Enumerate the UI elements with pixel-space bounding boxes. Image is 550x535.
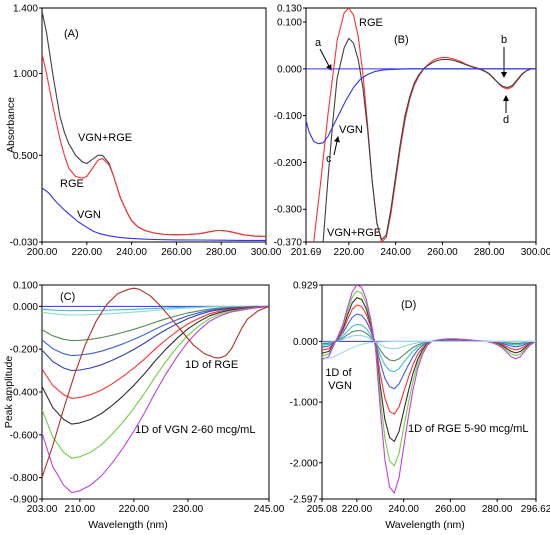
panel-a-y-tick-label: 0.500 — [13, 151, 38, 162]
panel-d-series-1d-of-vgn — [322, 340, 536, 359]
panel-a-plot-frame — [41, 7, 267, 243]
panel-c: (C) Peak amplitude Wavelength (nm) 1D of… — [3, 281, 285, 532]
panel-a-y-axis-title: Absorbance — [5, 97, 17, 153]
panel-d-y-tick-label: -2.000 — [290, 458, 319, 469]
panel-c-series-line-2 — [42, 305, 269, 316]
panel-d-x-tick-label: 260.00 — [435, 504, 466, 515]
panel-a-x-tick-label: 220.00 — [72, 247, 103, 258]
panel-b-marker-b: b — [501, 34, 507, 46]
panel-a-x-tick-label: 300.00 — [251, 247, 282, 258]
panel-c-series-line-6 — [42, 305, 269, 399]
panel-b-annotation-vgn-rge: VGN+RGE — [327, 227, 381, 239]
panel-b-marker-c: c — [326, 153, 332, 165]
panel-d-x-tick-label: 280.00 — [482, 504, 513, 515]
panel-d-plot-frame — [321, 284, 537, 500]
panel-c-y-tick-label: -0.600 — [10, 430, 39, 441]
panel-d-series-group — [322, 285, 536, 494]
panel-b: (B) RGE VGN VGN+RGE a b c d 201.69 220.00… — [274, 4, 550, 259]
panel-a-annotation-vgn-rge: VGN+RGE — [78, 132, 132, 144]
panel-b-x-tick-label: 201.69 — [291, 247, 322, 258]
panel-d-x-tick-label: 296.62 — [521, 504, 550, 515]
panel-c-series-line-9 — [42, 305, 269, 494]
panel-a-y-tick-label: -0.030 — [10, 238, 39, 249]
panel-a-series-group — [42, 11, 266, 241]
panel-b-x-tick-label: 240.00 — [380, 247, 411, 258]
panel-c-x-tick-label: 220.00 — [119, 504, 150, 515]
panel-a-label: (A) — [64, 28, 79, 40]
panel-b-y-tick-label: 0.000 — [277, 64, 302, 75]
panel-b-arrow-a — [319, 48, 332, 71]
panel-b-series-vgn-rge — [322, 37, 536, 242]
panel-b-y-tick-label: -0.370 — [274, 238, 303, 249]
panel-c-series-line-7 — [42, 305, 269, 425]
panel-d-label: (D) — [401, 299, 416, 311]
panel-b-y-tick-label: 0.100 — [277, 18, 302, 29]
panel-c-x-tick-label: 245.00 — [254, 504, 285, 515]
panel-b-marker-d: d — [503, 114, 509, 126]
panel-b-y-tick-label: 0.130 — [277, 4, 302, 15]
panel-a: (A) Absorbance VGN+RGE RGE VGN 200.00 220… — [5, 4, 282, 259]
panel-d-x-tick-label: 240.00 — [388, 504, 419, 515]
panel-a-annotation-vgn: VGN — [77, 209, 101, 221]
panel-b-x-tick-label: 220.00 — [334, 247, 365, 258]
panel-c-series-line-3 — [42, 305, 269, 342]
panel-b-marker-a: a — [315, 37, 322, 49]
panel-c-y-tick-label: -0.200 — [10, 345, 39, 356]
panel-b-x-tick-label: 280.00 — [474, 247, 505, 258]
panel-b-annotation-vgn: VGN — [339, 124, 363, 136]
panel-b-plot-frame — [305, 7, 537, 243]
panel-a-series-vgn-rge — [42, 11, 266, 238]
panel-a-y-tick-label: 1.400 — [13, 4, 38, 15]
panel-b-y-tick-label: -0.200 — [274, 158, 303, 169]
panel-d-series-line-8 — [322, 285, 536, 494]
panel-c-x-axis-title: Wavelength (nm) — [88, 519, 168, 531]
panel-c-y-tick-label: -0.400 — [10, 388, 39, 399]
panel-c-y-tick-label: -0.900 — [10, 495, 39, 506]
panel-b-label: (B) — [394, 34, 409, 46]
panel-a-series-rge — [42, 53, 266, 238]
panel-d-y-tick-label: -2.597 — [290, 495, 319, 506]
panel-d-y-tick-label: 0.000 — [293, 337, 318, 348]
panel-d-x-axis-title: Wavelength (nm) — [385, 519, 465, 531]
panel-b-y-tick-label: -0.300 — [274, 205, 303, 216]
panel-d-y-tick-label: -1.000 — [290, 398, 319, 409]
panel-a-x-tick-label: 200.00 — [27, 247, 58, 258]
panel-c-x-tick-label: 210.00 — [65, 504, 96, 515]
panel-a-x-tick-label: 240.00 — [116, 247, 147, 258]
panel-b-y-tick-label: -0.100 — [274, 111, 303, 122]
panel-a-annotation-rge: RGE — [60, 178, 84, 190]
panel-c-series-1d-of-rge — [42, 287, 269, 478]
panel-b-x-tick-label: 300.00 — [521, 247, 550, 258]
panel-c-y-tick-label: -0.800 — [10, 473, 39, 484]
panel-d-y-tick-label: 0.929 — [293, 281, 318, 292]
panel-b-arrow-c — [333, 136, 340, 156]
panel-a-x-tick-label: 260.00 — [161, 247, 192, 258]
panel-c-y-tick-label: 0.100 — [13, 281, 38, 292]
panel-a-y-tick-label: 1.000 — [13, 69, 38, 80]
panel-c-x-tick-label: 230.00 — [173, 504, 204, 515]
panel-d-x-tick-label: 220.00 — [342, 504, 373, 515]
panel-b-series-vgn — [306, 68, 536, 145]
panel-c-series-line-8 — [42, 305, 269, 459]
panel-c-x-tick-label: 203.00 — [27, 504, 58, 515]
panel-c-series-group — [42, 287, 269, 494]
panel-b-annotation-rge: RGE — [359, 17, 383, 29]
panel-d-annotation-1d-rge: 1D of RGE 5-90 mcg/mL — [408, 423, 528, 435]
panel-c-annotation-1d-rge: 1D of RGE — [185, 359, 238, 371]
panel-b-x-tick-label: 260.00 — [427, 247, 458, 258]
panel-a-series-vgn — [42, 187, 266, 241]
panel-d-annotation-1d-vgn: 1D of VGN — [325, 367, 354, 392]
panel-b-series-group — [306, 8, 536, 242]
panel-d-x-tick-label: 205.08 — [307, 504, 338, 515]
panel-a-x-tick-label: 280.00 — [206, 247, 237, 258]
panel-c-annotation-1d-vgn: 1D of VGN 2-60 mcg/mL — [135, 424, 255, 436]
panel-c-label: (C) — [60, 291, 75, 303]
panel-c-y-axis-title: Peak amplitude — [3, 356, 15, 429]
panel-c-y-tick-label: 0.000 — [13, 302, 38, 313]
panel-d: (D) Wavelength (nm) 1D of VGN 1D of RGE … — [290, 281, 550, 532]
panel-d-series-line-5 — [322, 304, 536, 415]
